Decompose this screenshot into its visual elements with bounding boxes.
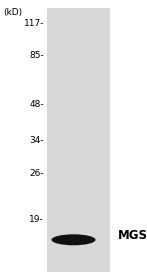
Text: 85-: 85- xyxy=(29,51,44,59)
Text: 19-: 19- xyxy=(29,216,44,224)
Text: MGST1: MGST1 xyxy=(118,229,147,242)
FancyBboxPatch shape xyxy=(47,8,110,272)
Text: 26-: 26- xyxy=(30,169,44,178)
Text: 48-: 48- xyxy=(30,100,44,109)
Ellipse shape xyxy=(51,234,96,245)
Text: 117-: 117- xyxy=(24,19,44,28)
Text: 34-: 34- xyxy=(30,136,44,145)
Text: (kD): (kD) xyxy=(3,8,22,17)
